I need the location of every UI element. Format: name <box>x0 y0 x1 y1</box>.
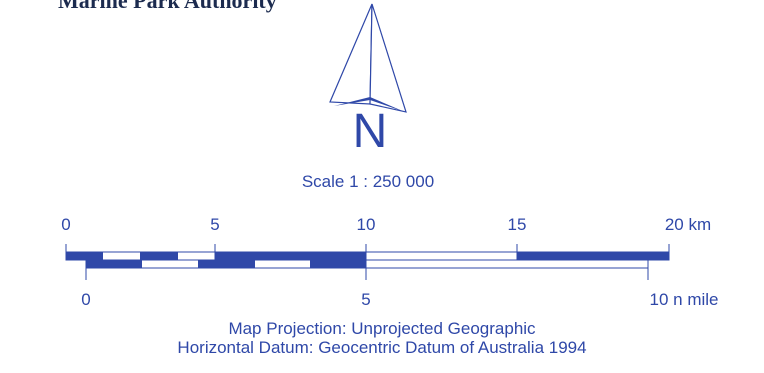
nmile-segment <box>198 260 255 268</box>
km-segment <box>215 252 366 260</box>
horizontal-datum-text: Horizontal Datum: Geocentric Datum of Au… <box>177 338 587 357</box>
map-title: Marine Park Authority <box>58 0 277 13</box>
km-tick-label: 5 <box>210 215 220 234</box>
km-segment <box>140 252 178 260</box>
nmile-tick-label: 5 <box>361 290 371 309</box>
km-tick-label: 0 <box>61 215 71 234</box>
nmile-bar-outline <box>85 259 649 269</box>
north-arrow-base <box>334 97 405 112</box>
map-projection-text: Map Projection: Unprojected Geographic <box>228 319 536 338</box>
km-end-label: 20 km <box>664 215 712 234</box>
nmile-segment <box>310 260 366 268</box>
scale-ratio: Scale 1 : 250 000 <box>301 172 435 191</box>
nmile-tick-label: 0 <box>81 290 91 309</box>
north-arrow-icon <box>329 3 407 113</box>
km-segment <box>66 252 103 260</box>
km-tick-label: 10 <box>356 215 376 234</box>
km-tick-label: 15 <box>507 215 527 234</box>
nmile-segment <box>86 260 142 268</box>
nmile-end-label: 10 n mile <box>649 290 719 309</box>
north-arrow-right-half <box>369 3 407 113</box>
km-segment <box>517 252 669 260</box>
north-label: N <box>352 105 388 158</box>
